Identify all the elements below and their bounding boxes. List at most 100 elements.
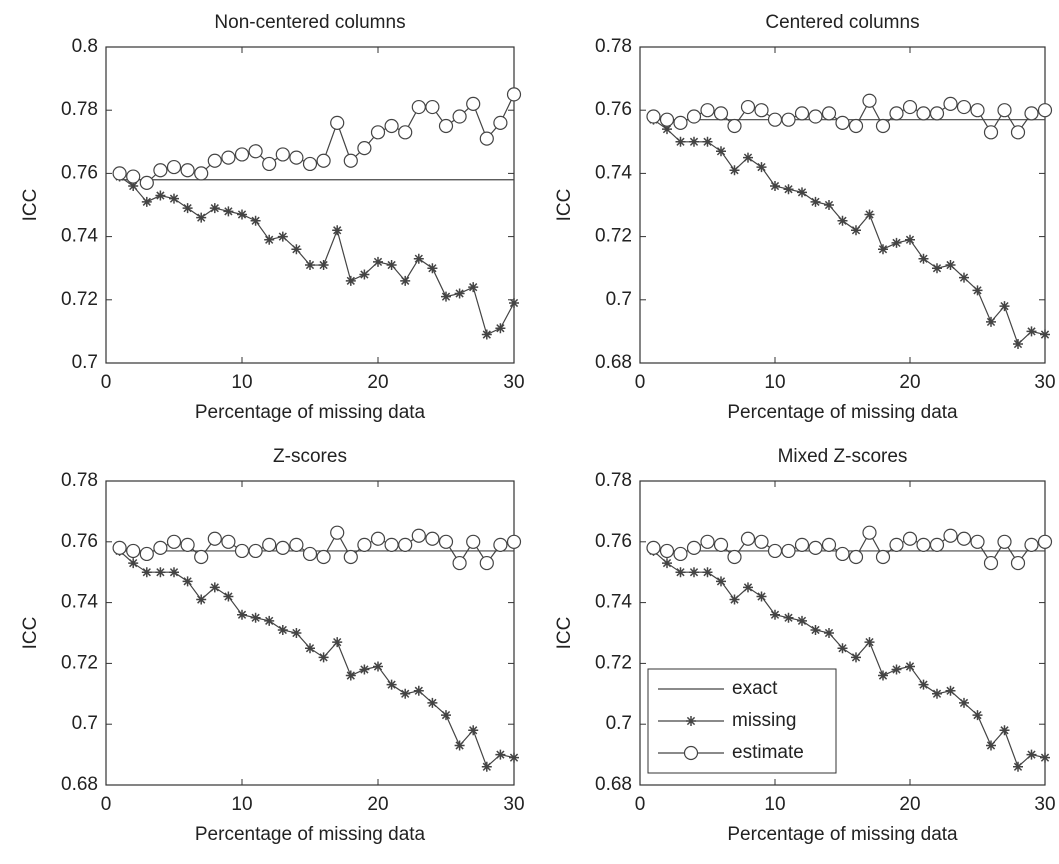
circle-marker: [384, 118, 399, 134]
circle-marker: [916, 537, 931, 552]
y-tick-label: 0.8: [72, 36, 98, 57]
star-marker: [373, 256, 383, 267]
x-tick-label: 30: [503, 794, 524, 815]
star-marker: [454, 740, 465, 751]
circle-marker: [126, 169, 141, 184]
y-tick-label: 0.68: [61, 774, 98, 795]
circle-marker: [646, 109, 661, 124]
circle-marker: [1010, 125, 1026, 140]
circle-marker: [970, 534, 985, 549]
circle-marker: [166, 159, 182, 175]
star-marker: [427, 697, 438, 708]
star-marker: [400, 275, 411, 286]
star-marker: [1040, 329, 1050, 340]
circle-marker: [180, 537, 195, 552]
star-marker: [454, 288, 465, 299]
circle-marker: [302, 546, 318, 562]
star-marker: [264, 234, 275, 245]
star-marker: [155, 190, 166, 201]
circle-marker: [234, 147, 250, 162]
star-marker: [932, 688, 942, 699]
circle-marker: [248, 543, 263, 559]
circle-marker: [275, 540, 290, 555]
star-marker: [743, 582, 753, 593]
circle-marker: [357, 537, 372, 552]
circle-marker: [357, 141, 372, 156]
subplot-title: Z-scores: [273, 446, 347, 467]
circle-marker: [425, 99, 440, 115]
circle-marker: [835, 546, 850, 562]
star-marker: [209, 203, 220, 214]
legend-label: exact: [732, 678, 778, 699]
circle-marker: [902, 99, 918, 115]
star-marker: [686, 716, 696, 726]
circle-marker: [139, 175, 154, 190]
x-tick-label: 0: [101, 372, 112, 393]
star-marker: [441, 291, 451, 302]
x-axis-label: Percentage of missing data: [195, 402, 426, 423]
star-marker: [999, 725, 1010, 736]
circle-marker: [139, 546, 154, 562]
y-axis-label: ICC: [20, 189, 41, 222]
star-marker: [345, 275, 356, 286]
x-tick-label: 30: [1034, 794, 1055, 815]
circle-marker: [506, 87, 522, 102]
circle-marker: [767, 112, 783, 127]
circle-marker: [234, 543, 250, 559]
circle-marker: [330, 115, 345, 130]
y-tick-label: 0.76: [61, 162, 98, 183]
circle-marker: [673, 115, 688, 130]
circle-marker: [194, 166, 209, 181]
axes-frame: [105, 46, 515, 364]
x-tick-label: 20: [367, 794, 388, 815]
circle-marker: [493, 115, 508, 130]
circle-marker: [659, 112, 675, 127]
star-marker: [1026, 326, 1037, 337]
circle-marker: [479, 131, 494, 146]
star-marker: [972, 285, 983, 296]
circle-marker: [126, 543, 141, 559]
circle-marker: [275, 147, 290, 162]
y-tick-label: 0.76: [595, 531, 632, 552]
star-marker: [250, 612, 261, 623]
circle-marker: [370, 125, 386, 140]
circle-marker: [221, 534, 236, 549]
circle-marker: [821, 106, 837, 121]
star-marker: [427, 263, 438, 274]
circle-marker: [916, 106, 931, 121]
star-marker: [770, 181, 780, 192]
star-marker: [675, 136, 686, 147]
star-marker: [851, 225, 861, 236]
star-marker: [972, 710, 983, 721]
star-marker: [1040, 752, 1050, 763]
circle-marker: [889, 537, 904, 552]
star-marker: [905, 661, 915, 672]
circle-marker: [956, 531, 972, 546]
x-tick-label: 20: [899, 794, 920, 815]
circle-marker: [997, 534, 1012, 549]
star-marker: [237, 209, 247, 220]
star-marker: [128, 558, 139, 569]
circle-marker: [848, 118, 864, 134]
x-tick-label: 30: [503, 372, 524, 393]
axes-frame: [639, 46, 1046, 364]
circle-marker: [221, 150, 236, 165]
star-marker: [413, 253, 424, 264]
circle-marker: [262, 537, 277, 552]
circle-marker: [727, 549, 742, 565]
circle-marker: [683, 745, 699, 761]
star-marker: [223, 206, 234, 217]
y-axis-label: ICC: [20, 617, 41, 650]
star-marker: [918, 253, 929, 264]
circle-marker: [316, 549, 331, 565]
circle-marker: [808, 540, 823, 555]
circle-marker: [781, 112, 796, 127]
circle-marker: [794, 106, 810, 121]
star-marker: [770, 609, 780, 620]
circle-marker: [411, 528, 426, 543]
circle-marker: [929, 106, 945, 121]
axes-frame: [639, 480, 1046, 786]
circle-marker: [754, 534, 769, 549]
